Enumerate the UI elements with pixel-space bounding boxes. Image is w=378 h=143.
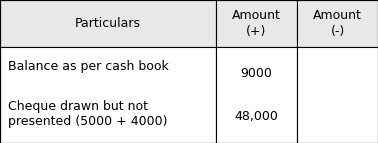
- Text: presented (5000 + 4000): presented (5000 + 4000): [8, 115, 167, 128]
- Bar: [216, 47, 297, 143]
- Bar: [297, 0, 378, 47]
- Bar: [216, 0, 297, 47]
- Text: 9000: 9000: [240, 67, 273, 80]
- Text: Amount
(-): Amount (-): [313, 9, 362, 38]
- Text: Amount
(+): Amount (+): [232, 9, 281, 38]
- Text: Balance as per cash book: Balance as per cash book: [8, 60, 169, 73]
- Text: 48,000: 48,000: [235, 110, 279, 123]
- Bar: [297, 47, 378, 143]
- Text: Cheque drawn but not: Cheque drawn but not: [8, 100, 148, 113]
- Bar: [0, 0, 216, 47]
- Text: Particulars: Particulars: [75, 17, 141, 30]
- Bar: [0, 47, 216, 143]
